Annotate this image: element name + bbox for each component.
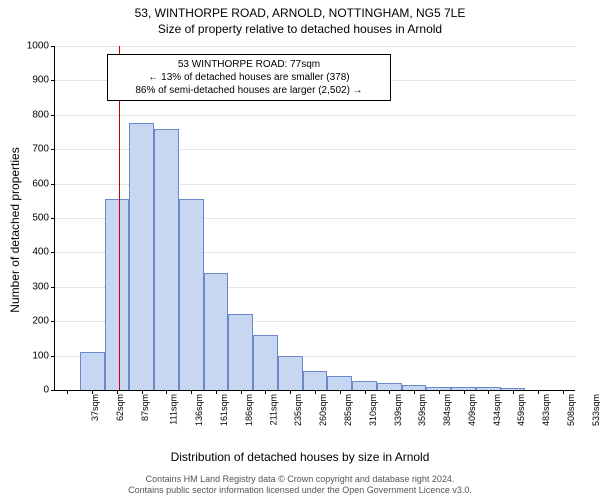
histogram-bar bbox=[327, 376, 352, 390]
x-tick-label: 211sqm bbox=[268, 394, 278, 425]
annotation-line1: 53 WINTHORPE ROAD: 77sqm bbox=[114, 58, 384, 71]
x-tick-label: 186sqm bbox=[244, 394, 254, 426]
y-tick-label: 500 bbox=[32, 213, 55, 224]
x-tick-label: 285sqm bbox=[343, 394, 353, 426]
annotation-line2: ← 13% of detached houses are smaller (37… bbox=[114, 71, 384, 84]
x-tick-label: 260sqm bbox=[318, 394, 328, 426]
y-tick-label: 900 bbox=[32, 75, 55, 86]
x-tick-label: 161sqm bbox=[219, 394, 229, 426]
histogram-bar bbox=[451, 387, 476, 390]
x-tick-label: 434sqm bbox=[492, 394, 502, 426]
x-tick-label: 62sqm bbox=[115, 394, 125, 421]
attribution-text: Contains HM Land Registry data © Crown c… bbox=[0, 474, 600, 496]
histogram-bar bbox=[228, 314, 253, 390]
histogram-bar bbox=[154, 129, 179, 390]
histogram-bar bbox=[80, 352, 105, 390]
histogram-bar bbox=[377, 383, 402, 390]
histogram-bar bbox=[476, 387, 501, 390]
x-tick-label: 459sqm bbox=[516, 394, 526, 426]
annotation-line3: 86% of semi-detached houses are larger (… bbox=[114, 84, 384, 97]
y-tick-label: 400 bbox=[32, 247, 55, 258]
histogram-bar bbox=[204, 273, 229, 390]
chart-title-line1: 53, WINTHORPE ROAD, ARNOLD, NOTTINGHAM, … bbox=[0, 6, 600, 20]
x-tick-label: 87sqm bbox=[140, 394, 150, 421]
y-tick-label: 300 bbox=[32, 281, 55, 292]
x-tick-label: 483sqm bbox=[541, 394, 551, 426]
histogram-bar bbox=[278, 356, 303, 390]
y-tick-label: 100 bbox=[32, 350, 55, 361]
y-tick-label: 800 bbox=[32, 109, 55, 120]
y-tick-label: 200 bbox=[32, 316, 55, 327]
x-tick-label: 111sqm bbox=[168, 394, 178, 425]
y-tick-label: 0 bbox=[43, 385, 55, 396]
histogram-bar bbox=[402, 385, 427, 390]
histogram-bar bbox=[105, 199, 130, 390]
gridline bbox=[55, 46, 575, 47]
x-tick-label: 310sqm bbox=[368, 394, 378, 426]
histogram-bar bbox=[501, 388, 526, 390]
y-tick-label: 1000 bbox=[27, 41, 55, 52]
histogram-bar bbox=[129, 123, 154, 390]
x-tick-label: 37sqm bbox=[90, 394, 100, 421]
x-tick-label: 409sqm bbox=[467, 394, 477, 426]
x-tick-label: 136sqm bbox=[194, 394, 204, 426]
histogram-bar bbox=[303, 371, 328, 390]
histogram-bar bbox=[426, 387, 451, 390]
x-tick-label: 508sqm bbox=[566, 394, 576, 426]
chart-plot-area: 0100200300400500600700800900100037sqm62s… bbox=[54, 46, 575, 391]
y-tick-label: 600 bbox=[32, 178, 55, 189]
x-tick-label: 533sqm bbox=[591, 394, 600, 426]
chart-title-line2: Size of property relative to detached ho… bbox=[0, 22, 600, 36]
x-tick-label: 359sqm bbox=[417, 394, 427, 426]
histogram-bar bbox=[253, 335, 278, 390]
histogram-bar bbox=[352, 381, 377, 390]
x-tick-label: 384sqm bbox=[442, 394, 452, 426]
x-axis-label: Distribution of detached houses by size … bbox=[0, 450, 600, 464]
gridline bbox=[55, 115, 575, 116]
x-tick-label: 235sqm bbox=[294, 394, 304, 426]
x-tick-label: 339sqm bbox=[393, 394, 403, 426]
histogram-bar bbox=[179, 199, 204, 390]
annotation-box: 53 WINTHORPE ROAD: 77sqm← 13% of detache… bbox=[107, 54, 391, 101]
y-tick-label: 700 bbox=[32, 144, 55, 155]
